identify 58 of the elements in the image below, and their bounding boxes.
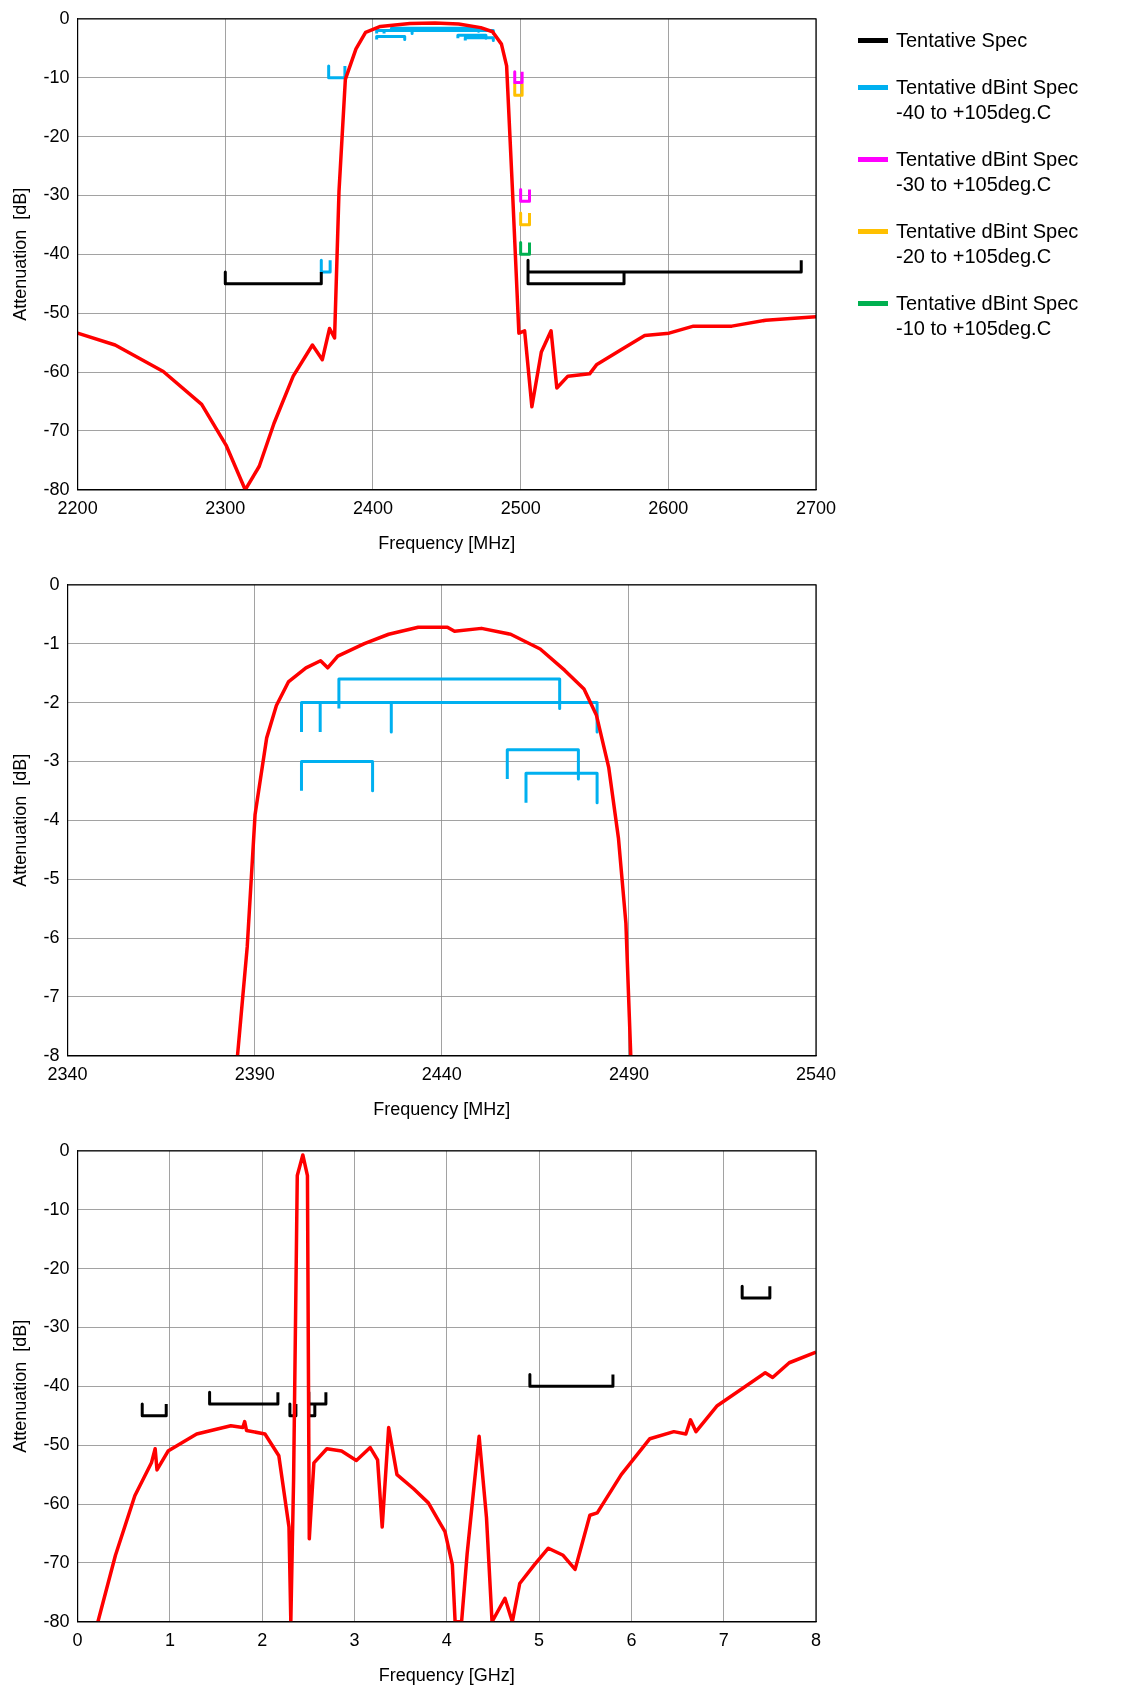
x-tick-label: 1 [164, 1629, 175, 1650]
y-axis-title: Attenuation [dB] [9, 753, 30, 887]
x-tick-label: 2200 [57, 497, 98, 518]
y-tick-label: -80 [43, 1610, 70, 1631]
x-tick-label: 2340 [47, 1063, 88, 1084]
y-tick-label: -40 [43, 1375, 70, 1396]
x-tick-label: 3 [349, 1629, 360, 1650]
x-tick-label: 6 [626, 1629, 637, 1650]
y-tick-label: -1 [43, 632, 60, 653]
x-tick-label: 0 [72, 1629, 83, 1650]
y-tick-label: -8 [43, 1044, 60, 1065]
x-tick-label: 2400 [352, 497, 393, 518]
y-tick-label: -80 [43, 478, 70, 499]
x-tick-label: 2600 [648, 497, 689, 518]
y-axis-title: Attenuation [dB] [9, 187, 30, 321]
y-tick-label: -7 [43, 985, 60, 1006]
y-tick-label: -40 [43, 243, 70, 264]
y-tick-label: -10 [43, 1198, 70, 1219]
y-tick-label: -50 [43, 302, 70, 323]
legend-label: Tentative dBint Spec -20 to +105deg.C [896, 219, 1080, 269]
x-tick-label: 2390 [234, 1063, 275, 1084]
y-tick-label: 0 [59, 1139, 70, 1160]
y-tick-label: -20 [43, 125, 70, 146]
y-tick-label: -50 [43, 1434, 70, 1455]
x-tick-label: 2490 [608, 1063, 649, 1084]
legend-label: Tentative dBint Spec -10 to +105deg.C [896, 291, 1080, 341]
y-tick-label: -70 [43, 1551, 70, 1572]
x-tick-label: 7 [718, 1629, 729, 1650]
y-tick-label: -20 [43, 1257, 70, 1278]
y-tick-label: 0 [49, 573, 60, 594]
y-tick-label: -60 [43, 361, 70, 382]
y-tick-label: -30 [43, 184, 70, 205]
x-tick-label: 2700 [795, 497, 837, 518]
y-tick-label: 0 [59, 7, 70, 28]
x-tick-label: 8 [810, 1629, 822, 1650]
y-tick-label: -5 [43, 868, 60, 889]
x-tick-label: 2440 [421, 1063, 462, 1084]
y-axis-title: Attenuation [dB] [9, 1319, 30, 1453]
x-tick-label: 2500 [500, 497, 541, 518]
y-tick-label: -10 [43, 66, 70, 87]
y-tick-label: -60 [43, 1493, 70, 1514]
legend-label: Tentative dBint Spec -30 to +105deg.C [896, 147, 1080, 197]
y-tick-label: -3 [43, 750, 60, 771]
y-tick-label: -4 [43, 809, 60, 830]
x-axis-title: Frequency [MHz] [373, 1099, 511, 1120]
x-tick-label: 4 [441, 1629, 452, 1650]
legend-label: Tentative Spec [896, 28, 1029, 53]
x-tick-label: 2540 [795, 1063, 837, 1084]
x-axis-title: Frequency [MHz] [378, 533, 516, 554]
y-tick-label: -6 [43, 927, 60, 948]
y-tick-label: -2 [43, 691, 60, 712]
x-axis-title: Frequency [GHz] [378, 1665, 515, 1686]
y-tick-label: -70 [43, 419, 70, 440]
x-tick-label: 2300 [205, 497, 246, 518]
y-tick-label: -30 [43, 1316, 70, 1337]
x-tick-label: 2 [257, 1629, 268, 1650]
legend-label: Tentative dBint Spec -40 to +105deg.C [896, 75, 1080, 125]
x-tick-label: 5 [534, 1629, 545, 1650]
